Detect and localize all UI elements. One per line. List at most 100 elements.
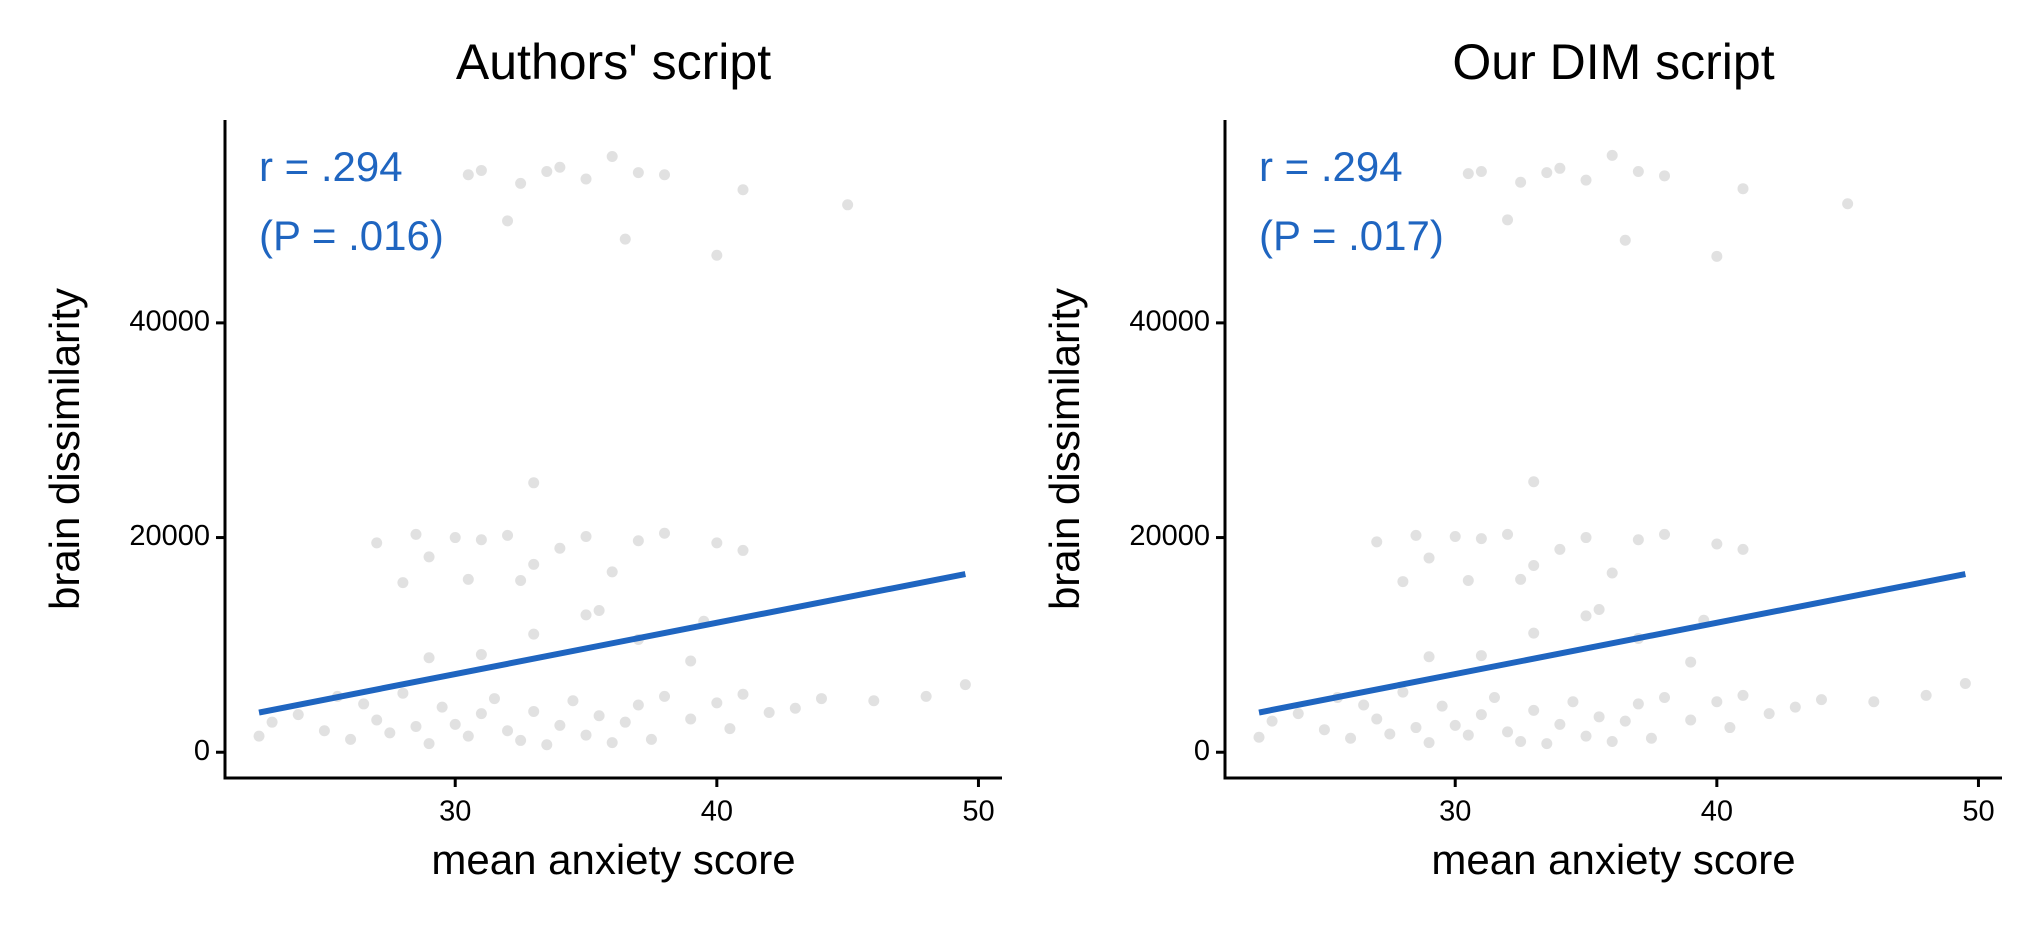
point bbox=[1659, 528, 1671, 540]
point bbox=[632, 167, 644, 179]
point bbox=[1475, 533, 1487, 545]
point bbox=[1580, 610, 1592, 622]
point bbox=[619, 716, 631, 728]
point bbox=[1815, 694, 1827, 706]
point bbox=[1410, 529, 1422, 541]
point bbox=[462, 730, 474, 742]
point bbox=[423, 551, 435, 563]
point bbox=[502, 725, 514, 737]
point bbox=[1423, 651, 1435, 663]
y-tick-label: 20000 bbox=[129, 520, 210, 552]
x-axis-label: mean anxiety score bbox=[431, 836, 795, 883]
point bbox=[1292, 708, 1304, 720]
point bbox=[1318, 724, 1330, 736]
point bbox=[1462, 168, 1474, 180]
x-tick-label: 50 bbox=[962, 796, 994, 828]
point bbox=[567, 695, 579, 707]
point bbox=[1619, 715, 1631, 727]
x-tick-label: 50 bbox=[1962, 796, 1994, 828]
point bbox=[423, 738, 435, 750]
point bbox=[842, 199, 854, 211]
point bbox=[1436, 700, 1448, 712]
point bbox=[1632, 166, 1644, 178]
annotation: r = .294 bbox=[1259, 143, 1403, 190]
point bbox=[1659, 691, 1671, 703]
point bbox=[541, 166, 553, 178]
point bbox=[1541, 738, 1553, 750]
point bbox=[632, 699, 644, 711]
point bbox=[1541, 167, 1553, 179]
point bbox=[1475, 650, 1487, 662]
point bbox=[397, 687, 409, 699]
y-tick-label: 0 bbox=[194, 735, 210, 767]
point bbox=[580, 609, 592, 621]
point bbox=[1685, 656, 1697, 668]
point bbox=[488, 693, 500, 705]
point bbox=[515, 734, 527, 746]
point bbox=[541, 739, 553, 751]
point bbox=[384, 727, 396, 739]
point bbox=[1711, 250, 1723, 262]
point bbox=[462, 573, 474, 585]
x-tick-label: 40 bbox=[1701, 796, 1733, 828]
chart-title: Our DIM script bbox=[1452, 34, 1774, 90]
point bbox=[1528, 559, 1540, 571]
y-tick-label: 20000 bbox=[1129, 520, 1210, 552]
point bbox=[1632, 698, 1644, 710]
point bbox=[1384, 728, 1396, 740]
point bbox=[580, 530, 592, 542]
point bbox=[1959, 678, 1971, 690]
y-axis-label: brain dissimilarity bbox=[1041, 288, 1088, 610]
point bbox=[292, 709, 304, 721]
point bbox=[528, 558, 540, 570]
point bbox=[528, 477, 540, 489]
point bbox=[815, 693, 827, 705]
x-axis-label: mean anxiety score bbox=[1431, 836, 1795, 883]
point bbox=[763, 707, 775, 719]
point bbox=[462, 169, 474, 181]
point bbox=[528, 705, 540, 717]
point bbox=[1345, 732, 1357, 744]
point bbox=[449, 718, 461, 730]
point bbox=[515, 574, 527, 586]
point bbox=[475, 649, 487, 661]
point bbox=[593, 605, 605, 617]
point bbox=[1685, 714, 1697, 726]
point bbox=[410, 528, 422, 540]
x-tick-label: 40 bbox=[701, 796, 733, 828]
point bbox=[1606, 736, 1618, 748]
point bbox=[423, 652, 435, 664]
point bbox=[528, 628, 540, 640]
annotation: r = .294 bbox=[259, 143, 403, 190]
point bbox=[737, 184, 749, 196]
point bbox=[868, 695, 880, 707]
point bbox=[502, 529, 514, 541]
point bbox=[1502, 214, 1514, 226]
point bbox=[1449, 719, 1461, 731]
point bbox=[1737, 543, 1749, 555]
point bbox=[515, 177, 527, 189]
point bbox=[1502, 726, 1514, 738]
point bbox=[253, 730, 265, 742]
point bbox=[920, 690, 932, 702]
point bbox=[475, 708, 487, 720]
point bbox=[1397, 686, 1409, 698]
point bbox=[1266, 715, 1278, 727]
point bbox=[1619, 234, 1631, 246]
point bbox=[449, 532, 461, 544]
point bbox=[711, 697, 723, 709]
point bbox=[1410, 722, 1422, 734]
point bbox=[606, 150, 618, 162]
point bbox=[1868, 696, 1880, 708]
point bbox=[580, 729, 592, 741]
point bbox=[619, 233, 631, 245]
point bbox=[1580, 730, 1592, 742]
point bbox=[1462, 729, 1474, 741]
point bbox=[1567, 696, 1579, 708]
point bbox=[1371, 713, 1383, 725]
point bbox=[1645, 732, 1657, 744]
point bbox=[1475, 709, 1487, 721]
point bbox=[1515, 736, 1527, 748]
